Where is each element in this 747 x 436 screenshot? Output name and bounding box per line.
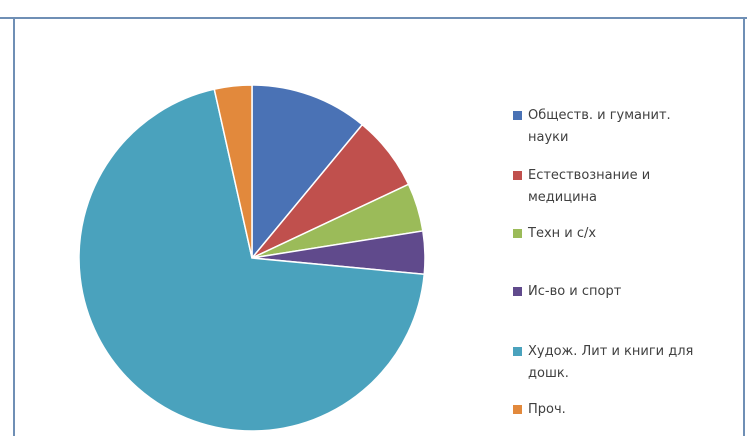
legend-label-line1: Естествознание и bbox=[528, 168, 651, 183]
legend-label-social-sciences: Обществ. и гуманит. науки bbox=[528, 105, 747, 149]
chart-frame: Обществ. и гуманит. науки Естествознание… bbox=[13, 19, 745, 436]
pie-slice-social-sciences bbox=[251, 84, 364, 261]
pie-chart bbox=[78, 84, 426, 432]
legend-label-line2: дошк. bbox=[528, 366, 569, 381]
legend-label-fiction-children: Худож. Лит и книги для дошк. bbox=[528, 341, 747, 385]
legend-swatch-art-sport bbox=[513, 287, 522, 296]
legend-swatch-social-sciences bbox=[513, 111, 522, 120]
window-top-bar bbox=[0, 0, 747, 18]
pie-slice-fiction-children bbox=[78, 88, 426, 432]
legend-label-line1: Обществ. и гуманит. bbox=[528, 108, 671, 123]
chart-legend: Обществ. и гуманит. науки Естествознание… bbox=[513, 105, 747, 435]
window-top-border bbox=[0, 17, 747, 19]
legend-label-line1: Ис-во и спорт bbox=[528, 284, 622, 299]
legend-swatch-tech-agriculture bbox=[513, 229, 522, 238]
legend-label-line2: медицина bbox=[528, 190, 598, 205]
legend-label-other: Проч. bbox=[528, 399, 747, 421]
legend-label-line1: Худож. Лит и книги для bbox=[528, 344, 694, 359]
legend-label-line2: науки bbox=[528, 130, 569, 145]
legend-label-natural-sciences: Естествознание и медицина bbox=[528, 165, 747, 209]
legend-swatch-fiction-children bbox=[513, 347, 522, 356]
legend-label-art-sport: Ис-во и спорт bbox=[528, 281, 747, 303]
legend-swatch-natural-sciences bbox=[513, 171, 522, 180]
legend-label-line1: Проч. bbox=[528, 402, 566, 417]
legend-swatch-other bbox=[513, 405, 522, 414]
legend-label-tech-agriculture: Техн и с/х bbox=[528, 223, 747, 245]
pie-slice-other bbox=[213, 84, 253, 259]
legend-label-line1: Техн и с/х bbox=[528, 226, 597, 241]
